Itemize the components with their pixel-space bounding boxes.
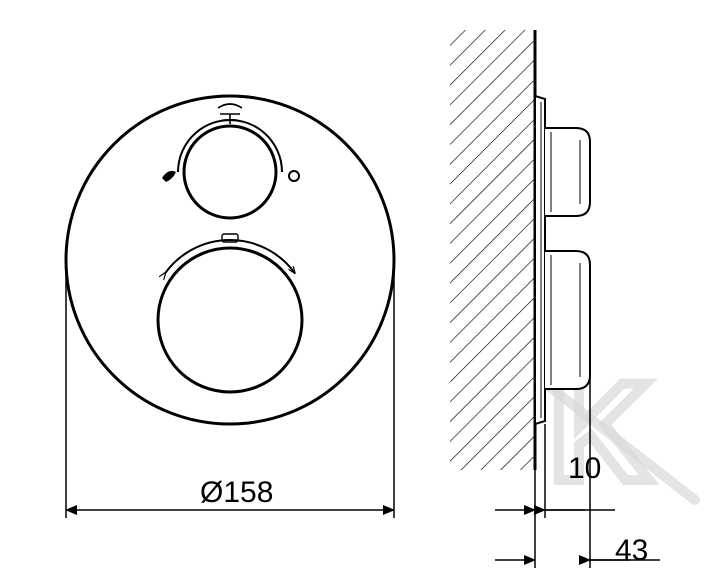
ring-icon	[289, 171, 299, 181]
shower-icon	[162, 171, 176, 182]
temperature-knob	[158, 234, 302, 392]
trim-plate-side	[535, 96, 545, 424]
dimension-label: 10	[568, 452, 601, 485]
wall-hatch	[450, 30, 535, 470]
trim-plate-outline	[66, 96, 394, 424]
diverter-knob	[162, 104, 299, 218]
dimension-label: Ø158	[200, 476, 273, 509]
front-view	[66, 96, 394, 424]
temperature-knob-side	[545, 251, 590, 389]
diverter-knob-side	[545, 128, 590, 216]
dimension-label: 43	[615, 534, 648, 567]
